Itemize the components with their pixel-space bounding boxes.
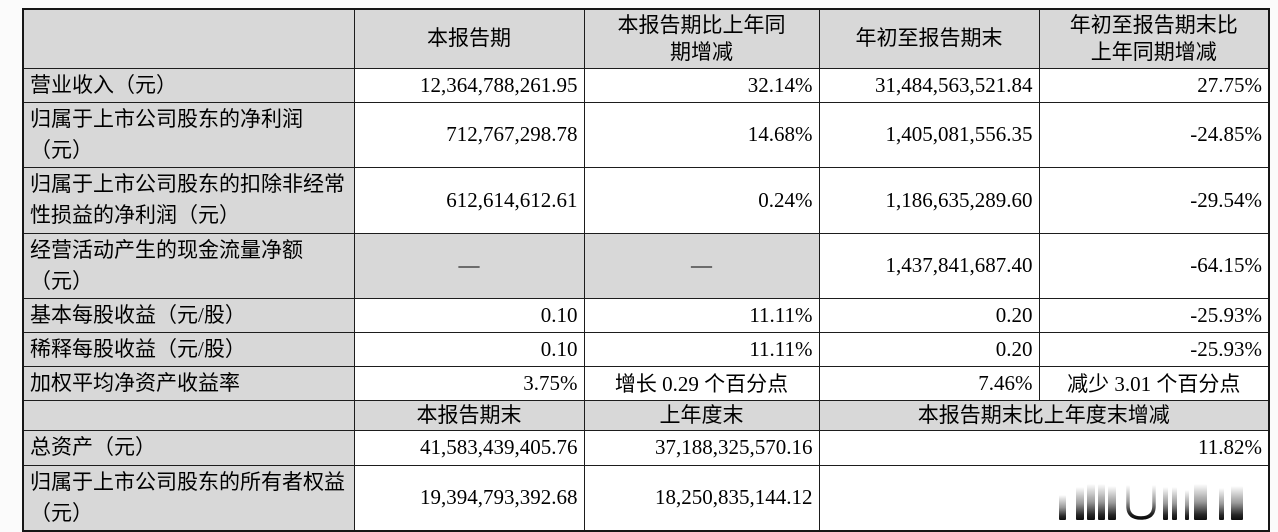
cell-value: 27.75% [1038, 67, 1270, 103]
cell-value: -24.85% [1038, 101, 1270, 168]
table-row-diluted-eps: 稀释每股收益（元/股） 0.10 11.11% 0.20 -25.93% [22, 331, 1270, 367]
cell-value: 0.24% [583, 166, 820, 234]
row-label: 归属于上市公司股东的所有者权益（元） [22, 464, 355, 531]
cell-value: 11.11% [583, 331, 820, 367]
cell-value: 1,437,841,687.40 [818, 232, 1040, 299]
cell-value: 0.20 [818, 297, 1040, 333]
cell-value: 增长 0.29 个百分点 [583, 365, 820, 401]
cell-value: 1,186,635,289.60 [818, 166, 1040, 234]
cell-value: 18,250,835,144.12 [583, 464, 820, 531]
table-row-owners-equity: 归属于上市公司股东的所有者权益（元） 19,394,793,392.68 18,… [22, 464, 1270, 531]
cell-value: 41,583,439,405.76 [353, 429, 585, 466]
column-header-ytd-yoy-change: 年初至报告期末比上年同期增减 [1038, 8, 1270, 69]
cell-value: 12,364,788,261.95 [353, 67, 585, 103]
cell-value-dash: — [353, 232, 585, 299]
cell-value: -29.54% [1038, 166, 1270, 234]
column-header-period-end-change: 本报告期末比上年度末增减 [818, 399, 1270, 431]
column-header-period-yoy-change: 本报告期比上年同期增减 [583, 8, 820, 69]
cell-value: 1,405,081,556.35 [818, 101, 1040, 168]
cell-value: 32.14% [583, 67, 820, 103]
column-header-ytd: 年初至报告期末 [818, 8, 1040, 69]
row-label: 基本每股收益（元/股） [22, 297, 355, 333]
cell-value: 19,394,793,392.68 [353, 464, 585, 531]
table-row-total-assets: 总资产（元） 41,583,439,405.76 37,188,325,570.… [22, 429, 1270, 466]
illegible-smudge-graphic [1059, 483, 1243, 520]
cell-value: 11.11% [583, 297, 820, 333]
column-header-text: 年初至报告期末比上年同期增减 [1069, 12, 1238, 64]
cell-value-dash: — [583, 232, 820, 299]
table-header-row-period-end: 本报告期末 上年度末 本报告期末比上年度末增减 [22, 399, 1270, 431]
cell-value: 11.82% [818, 429, 1270, 466]
column-header-blank [22, 8, 355, 69]
row-label: 加权平均净资产收益率 [22, 365, 355, 401]
cell-value: 37,188,325,570.16 [583, 429, 820, 466]
row-label: 归属于上市公司股东的扣除非经常性损益的净利润（元） [22, 166, 355, 234]
cell-value: 612,614,612.61 [353, 166, 585, 234]
table-row-weighted-avg-roe: 加权平均净资产收益率 3.75% 增长 0.29 个百分点 7.46% 减少 3… [22, 365, 1270, 401]
column-header-blank [22, 399, 355, 431]
row-label: 稀释每股收益（元/股） [22, 331, 355, 367]
table-row-operating-cash-flow: 经营活动产生的现金流量净额（元） — — 1,437,841,687.40 -6… [22, 232, 1270, 299]
table-row-net-profit: 归属于上市公司股东的净利润（元） 712,767,298.78 14.68% 1… [22, 101, 1270, 168]
table-row-operating-revenue: 营业收入（元） 12,364,788,261.95 32.14% 31,484,… [22, 67, 1270, 103]
cell-value: -25.93% [1038, 331, 1270, 367]
cell-value: 14.68% [583, 101, 820, 168]
cell-value: 减少 3.01 个百分点 [1038, 365, 1270, 401]
table-row-basic-eps: 基本每股收益（元/股） 0.10 11.11% 0.20 -25.93% [22, 297, 1270, 333]
cell-value: -64.15% [1038, 232, 1270, 299]
cell-value: 31,484,563,521.84 [818, 67, 1040, 103]
cell-value: -25.93% [1038, 297, 1270, 333]
cell-value: 0.10 [353, 297, 585, 333]
column-header-end-of-last-year: 上年度末 [583, 399, 820, 431]
row-label: 总资产（元） [22, 429, 355, 466]
cell-illegible-value [818, 464, 1270, 531]
row-label: 经营活动产生的现金流量净额（元） [22, 232, 355, 299]
column-header-text: 本报告期比上年同期增减 [617, 12, 786, 64]
financial-summary-table: 本报告期 本报告期比上年同期增减 年初至报告期末 年初至报告期末比上年同期增减 … [22, 8, 1270, 532]
column-header-end-of-period: 本报告期末 [353, 399, 585, 431]
row-label: 归属于上市公司股东的净利润（元） [22, 101, 355, 168]
cell-value: 3.75% [353, 365, 585, 401]
table-row-net-profit-excl-nonrecurring: 归属于上市公司股东的扣除非经常性损益的净利润（元） 612,614,612.61… [22, 166, 1270, 234]
row-label: 营业收入（元） [22, 67, 355, 103]
cell-value: 712,767,298.78 [353, 101, 585, 168]
column-header-current-period: 本报告期 [353, 8, 585, 69]
cell-value: 0.20 [818, 331, 1040, 367]
cell-value: 7.46% [818, 365, 1040, 401]
table-header-row-period: 本报告期 本报告期比上年同期增减 年初至报告期末 年初至报告期末比上年同期增减 [22, 8, 1270, 69]
cell-value: 0.10 [353, 331, 585, 367]
